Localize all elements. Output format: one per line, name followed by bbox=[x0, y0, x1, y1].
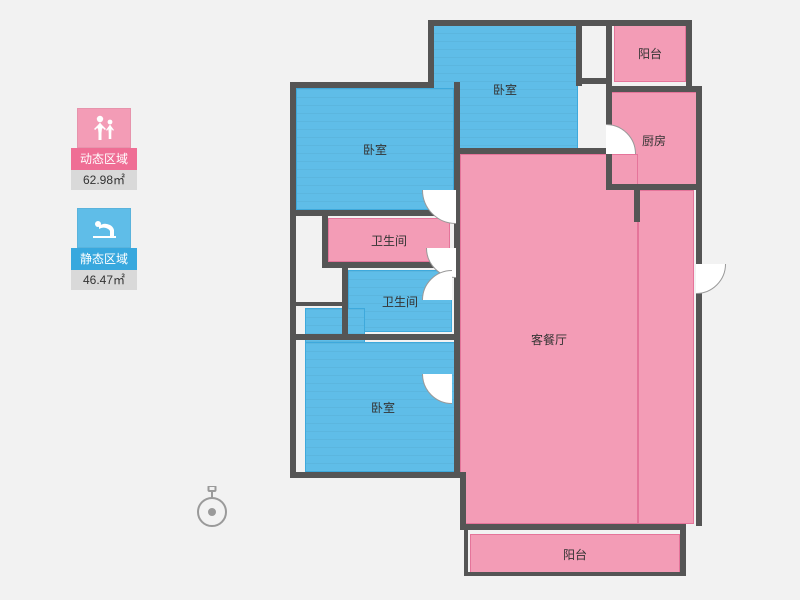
wall bbox=[696, 86, 702, 526]
wall bbox=[680, 524, 686, 576]
room-label: 客餐厅 bbox=[531, 331, 567, 348]
wall bbox=[686, 20, 692, 86]
floor-plan: 卧室阳台厨房卧室卫生间卫生间卧室客餐厅阳台 bbox=[280, 18, 722, 576]
room-label: 卧室 bbox=[493, 81, 517, 98]
legend-dynamic: 动态区域 62.98㎡ bbox=[70, 108, 138, 190]
wall bbox=[460, 472, 466, 528]
wall bbox=[454, 82, 460, 474]
room-label: 卫生间 bbox=[371, 232, 407, 249]
legend-dynamic-value: 62.98㎡ bbox=[71, 170, 137, 190]
room-label: 阳台 bbox=[638, 45, 662, 62]
legend-static-icon bbox=[77, 208, 131, 248]
room-label: 卧室 bbox=[363, 141, 387, 158]
wall bbox=[454, 148, 610, 154]
wall bbox=[464, 528, 468, 574]
legend-static-title: 静态区域 bbox=[71, 248, 137, 270]
wall bbox=[460, 524, 684, 530]
bend-person-icon bbox=[89, 216, 119, 240]
room-label: 阳台 bbox=[563, 546, 587, 563]
wall bbox=[294, 334, 458, 340]
legend: 动态区域 62.98㎡ 静态区域 46.47㎡ bbox=[70, 108, 138, 308]
wall bbox=[464, 572, 686, 576]
room-label: 厨房 bbox=[642, 132, 666, 149]
legend-dynamic-icon bbox=[77, 108, 131, 148]
wall bbox=[294, 302, 346, 306]
people-icon bbox=[89, 114, 119, 142]
wall bbox=[322, 214, 328, 264]
legend-dynamic-title: 动态区域 bbox=[71, 148, 137, 170]
wall bbox=[428, 20, 434, 86]
room-label: 卧室 bbox=[371, 399, 395, 416]
room-balcony-bottom: 阳台 bbox=[470, 534, 680, 574]
legend-static-value: 46.47㎡ bbox=[71, 270, 137, 290]
room-living: 客餐厅 bbox=[460, 154, 638, 524]
wall bbox=[428, 20, 690, 26]
legend-static: 静态区域 46.47㎡ bbox=[70, 208, 138, 290]
wall bbox=[290, 82, 434, 88]
room-balcony-top: 阳台 bbox=[614, 24, 686, 82]
room-living-ext bbox=[638, 190, 694, 524]
wall bbox=[290, 82, 296, 476]
wall bbox=[576, 20, 582, 86]
wall bbox=[606, 20, 612, 190]
room-bedroom-bottom: 卧室 bbox=[305, 342, 461, 472]
compass-icon bbox=[192, 486, 232, 530]
wall bbox=[606, 184, 700, 190]
wall bbox=[634, 186, 640, 222]
wall bbox=[606, 86, 702, 92]
wall bbox=[290, 472, 466, 478]
room-label: 卫生间 bbox=[382, 293, 418, 310]
